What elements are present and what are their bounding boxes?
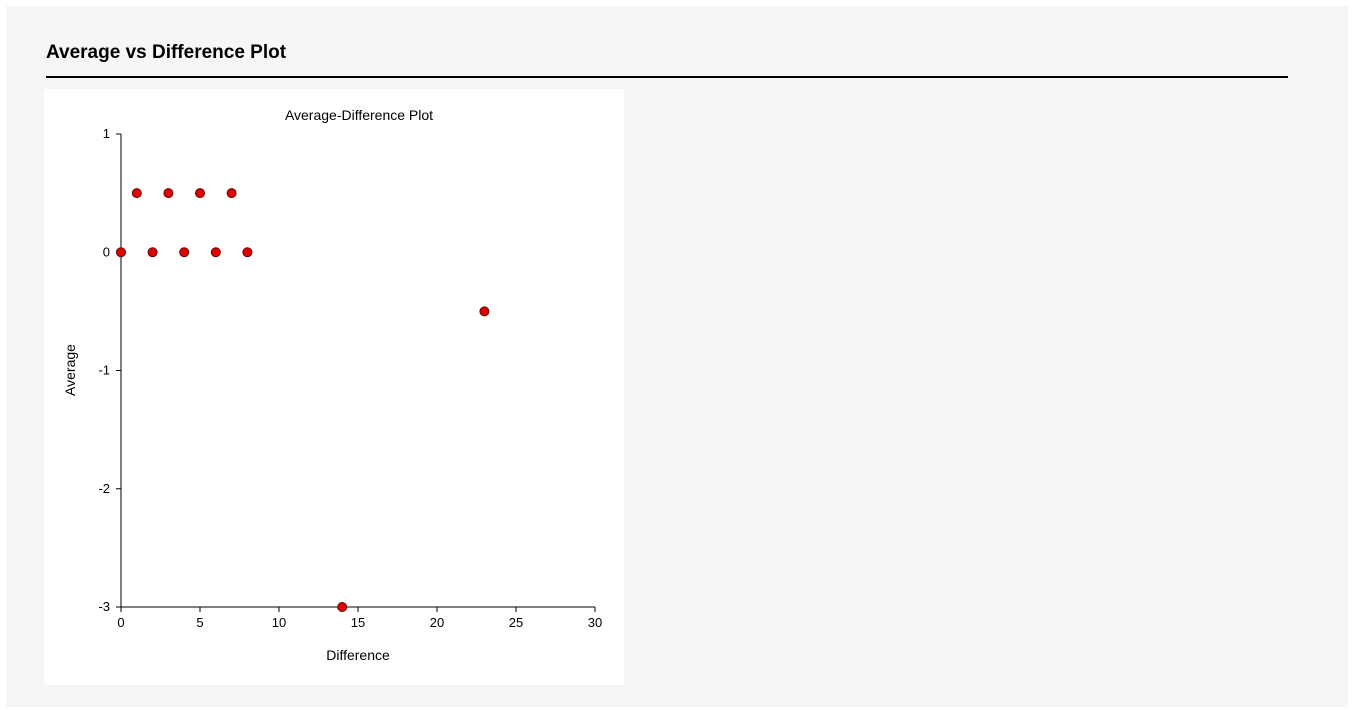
data-point: [179, 247, 190, 258]
data-point: [147, 247, 158, 258]
section-title: Average vs Difference Plot: [46, 42, 287, 63]
x-tick-label: 30: [588, 615, 602, 630]
y-tick-label: 1: [103, 126, 110, 141]
y-tick-label: -2: [98, 481, 110, 496]
data-point: [479, 306, 490, 317]
data-point: [242, 247, 253, 258]
data-point: [116, 247, 126, 258]
y-tick-label: -1: [98, 363, 110, 378]
chart-panel: Average-Difference Plot 0 5 10 15 20 25 30 1 0 -1…: [44, 89, 624, 685]
x-tick-label: 5: [196, 615, 203, 630]
title-rule: [46, 76, 1288, 78]
chart-title: Average-Difference Plot: [285, 107, 433, 123]
x-tick-label: 20: [430, 615, 444, 630]
x-tick-label: 15: [351, 615, 365, 630]
data-point: [210, 247, 221, 258]
axes: [120, 134, 595, 608]
x-axis-label: Difference: [326, 647, 390, 663]
y-axis-label: Average: [62, 344, 78, 396]
points: [116, 188, 490, 612]
y-tick-label: -3: [98, 599, 110, 614]
data-point: [226, 188, 237, 199]
data-point: [131, 188, 142, 199]
x-tick-label: 10: [272, 615, 286, 630]
data-point: [163, 188, 174, 199]
x-tick-label: 25: [509, 615, 523, 630]
y-tick-label: 0: [103, 244, 110, 259]
report-panel: Average vs Difference Plot Average-Diffe…: [6, 6, 1348, 707]
scatter-chart: Average-Difference Plot 0 5 10 15 20 25 3010-1…: [62, 107, 602, 663]
x-tick-label: 0: [117, 615, 124, 630]
data-point: [195, 188, 205, 199]
data-point: [337, 602, 348, 612]
